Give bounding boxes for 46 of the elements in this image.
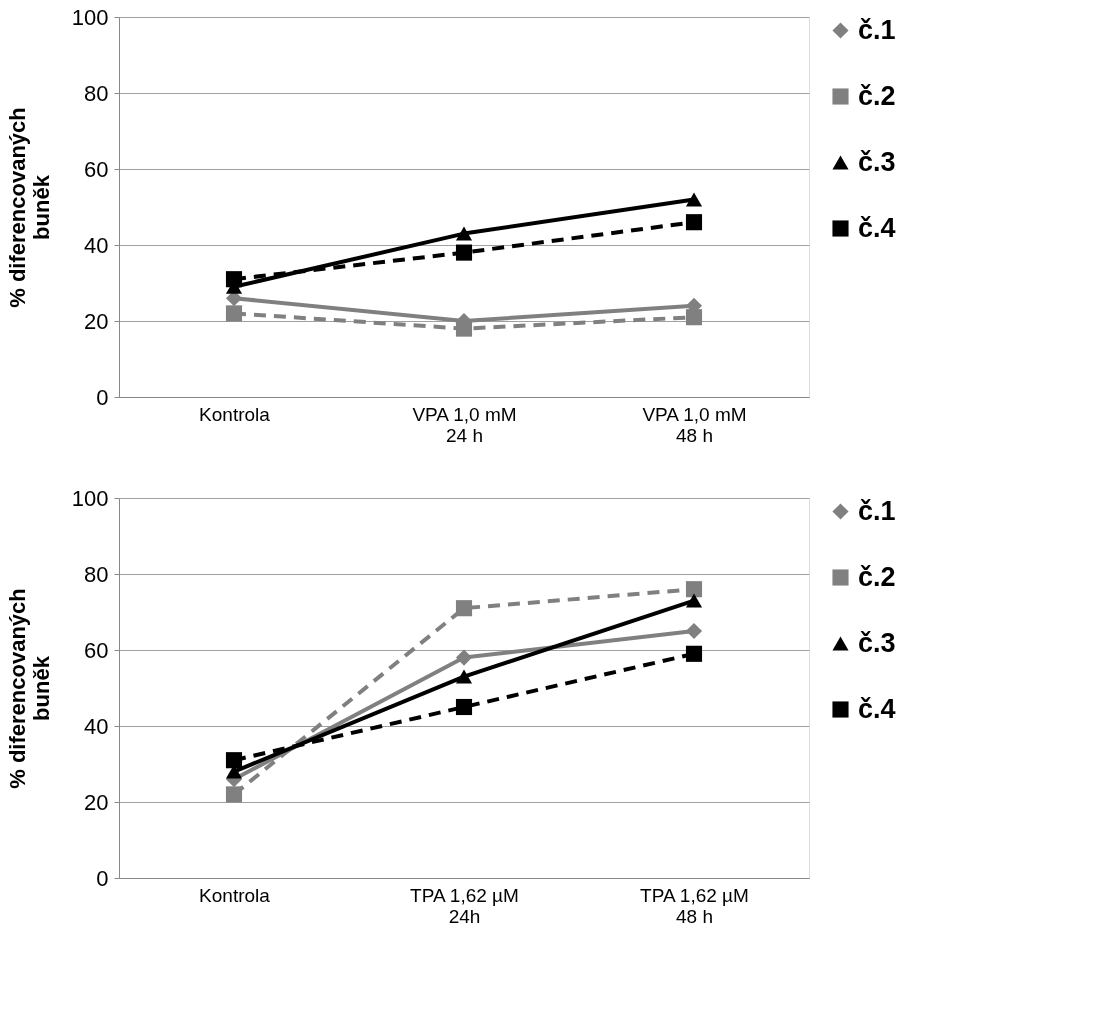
x-tick-label: Kontrola xyxy=(199,884,271,906)
legend-label: č.4 xyxy=(858,212,896,243)
point xyxy=(685,309,703,326)
legend-label: č.3 xyxy=(858,146,896,177)
point xyxy=(455,600,473,617)
point xyxy=(225,786,243,803)
y-tick-label: 40 xyxy=(84,232,109,258)
x-tick-label: VPA 1,0 mM 24 h xyxy=(412,403,517,446)
x-tick-label: VPA 1,0 mM 48 h xyxy=(642,403,747,446)
point xyxy=(455,320,473,337)
y-tick-label: 100 xyxy=(71,485,109,511)
legend-label: č.1 xyxy=(858,14,896,45)
point xyxy=(455,669,473,684)
y-tick-label: 0 xyxy=(96,865,109,891)
point xyxy=(455,649,473,666)
legend-label: č.3 xyxy=(858,627,896,658)
point xyxy=(685,645,703,662)
y-axis-title: % diferencovaných buněk xyxy=(4,107,54,308)
y-tick-label: 20 xyxy=(84,789,109,815)
legend-label: č.2 xyxy=(858,80,896,111)
y-tick-label: 80 xyxy=(84,561,109,587)
point xyxy=(685,593,703,608)
point xyxy=(225,752,243,769)
point xyxy=(685,214,703,231)
y-tick-label: 0 xyxy=(96,384,109,410)
point xyxy=(685,581,703,598)
y-tick-label: 20 xyxy=(84,308,109,334)
point xyxy=(225,305,243,322)
point xyxy=(685,192,703,207)
point xyxy=(225,271,243,288)
y-tick-label: 80 xyxy=(84,80,109,106)
point xyxy=(455,698,473,716)
x-tick-label: TPA 1,62 µM 24h xyxy=(410,884,519,927)
legend-label: č.1 xyxy=(858,495,896,526)
y-axis-title: % diferencovaných buněk xyxy=(4,588,54,789)
y-tick-label: 40 xyxy=(84,713,109,739)
y-tick-label: 60 xyxy=(84,637,109,663)
x-tick-label: TPA 1,62 µM 48 h xyxy=(640,884,749,927)
point xyxy=(455,244,473,261)
point xyxy=(685,622,703,640)
legend-label: č.4 xyxy=(858,693,896,724)
x-tick-label: Kontrola xyxy=(199,403,271,425)
y-tick-label: 60 xyxy=(84,156,109,182)
point xyxy=(455,226,473,241)
y-tick-label: 100 xyxy=(71,4,109,30)
legend-label: č.2 xyxy=(858,561,896,592)
